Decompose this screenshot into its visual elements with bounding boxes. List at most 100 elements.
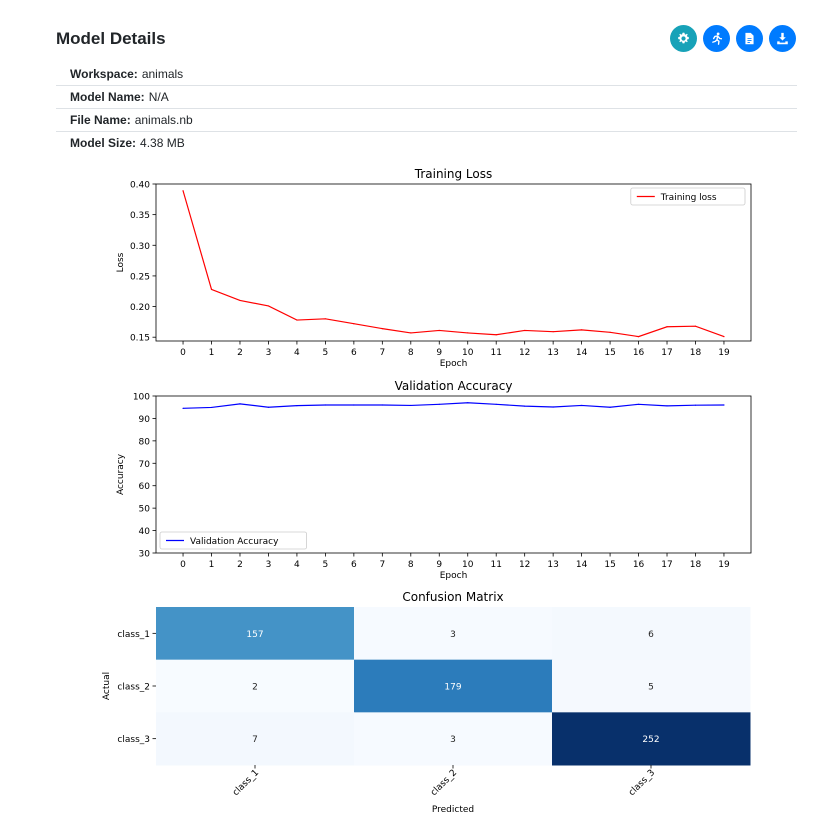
data-point xyxy=(637,335,640,338)
workspace-row: Workspace: animals xyxy=(56,63,797,86)
gear-icon xyxy=(678,32,689,44)
data-point xyxy=(353,323,355,325)
x-tick-label: 4 xyxy=(294,560,300,570)
heatmap-cell xyxy=(354,712,553,766)
x-tick-label: 15 xyxy=(604,348,615,358)
data-point xyxy=(694,325,697,327)
data-point xyxy=(410,404,412,407)
y-axis-label: Actual xyxy=(102,672,112,700)
model-name-label: Model Name: xyxy=(70,90,145,104)
row-label: class_2 xyxy=(117,683,150,693)
data-point xyxy=(666,326,668,328)
data-point xyxy=(210,288,213,291)
data-point xyxy=(267,305,270,307)
data-point xyxy=(524,405,526,407)
x-tick-label: 9 xyxy=(436,348,442,358)
heatmap-cell xyxy=(156,712,355,766)
data-point xyxy=(552,331,554,333)
document-icon xyxy=(745,32,754,45)
x-tick-label: 1 xyxy=(209,348,215,358)
data-point xyxy=(210,406,213,409)
y-tick-label: 0.30 xyxy=(130,242,150,252)
x-tick-label: 3 xyxy=(266,348,272,358)
data-point xyxy=(637,403,640,405)
data-point xyxy=(353,404,355,406)
y-tick-label: 90 xyxy=(139,415,151,425)
data-point xyxy=(239,403,241,405)
data-point xyxy=(524,329,526,332)
model-size-label: Model Size: xyxy=(70,136,137,150)
run-button[interactable] xyxy=(703,25,730,52)
settings-button[interactable] xyxy=(670,25,697,52)
x-tick-label: 14 xyxy=(576,348,588,358)
x-tick-label: 5 xyxy=(323,348,329,358)
cell-value: 6 xyxy=(648,630,654,640)
x-tick-label: 17 xyxy=(661,560,672,570)
column-label: class_1 xyxy=(231,768,261,798)
cell-value: 2 xyxy=(252,683,258,693)
data-point xyxy=(666,405,668,407)
running-icon xyxy=(712,32,723,45)
model-size-row: Model Size: 4.38 MB xyxy=(56,132,797,154)
y-axis-label: Loss xyxy=(116,252,126,272)
x-tick-label: 5 xyxy=(323,560,329,570)
data-point xyxy=(410,332,412,334)
workspace-value: animals xyxy=(141,67,184,81)
x-axis-label: Predicted xyxy=(432,805,474,815)
cell-value: 7 xyxy=(252,735,258,745)
data-point xyxy=(467,332,469,334)
data-point xyxy=(723,335,725,338)
x-tick-label: 19 xyxy=(718,348,730,358)
data-point xyxy=(694,404,697,406)
heatmap-cell xyxy=(552,659,751,713)
page-title: Model Details xyxy=(56,29,166,48)
x-tick-label: 11 xyxy=(490,560,501,570)
y-tick-label: 50 xyxy=(139,505,151,515)
model-info-list: Workspace: animals Model Name: N/A File … xyxy=(56,63,797,154)
download-button[interactable] xyxy=(769,25,796,52)
y-tick-label: 0.15 xyxy=(130,334,150,344)
y-tick-label: 80 xyxy=(139,437,151,447)
x-tick-label: 3 xyxy=(266,560,272,570)
legend-label: Validation Accuracy xyxy=(190,537,279,547)
x-tick-label: 10 xyxy=(462,348,474,358)
x-tick-label: 7 xyxy=(379,348,385,358)
report-button[interactable] xyxy=(736,25,763,52)
x-tick-label: 18 xyxy=(690,560,702,570)
series-line xyxy=(182,190,725,338)
y-tick-label: 30 xyxy=(139,550,151,560)
data-point xyxy=(182,407,184,409)
data-point xyxy=(381,404,383,406)
y-tick-label: 0.25 xyxy=(130,272,150,282)
x-tick-label: 9 xyxy=(436,560,442,570)
heatmap-cell xyxy=(354,659,553,713)
x-tick-label: 8 xyxy=(408,348,414,358)
data-point xyxy=(495,334,497,336)
data-point xyxy=(609,331,611,333)
x-tick-label: 2 xyxy=(237,348,243,358)
data-point xyxy=(552,406,554,408)
x-tick-label: 7 xyxy=(379,560,385,570)
x-tick-label: 13 xyxy=(547,560,558,570)
file-name-label: File Name: xyxy=(70,113,131,127)
workspace-label: Workspace: xyxy=(70,67,138,81)
model-name-row: Model Name: N/A xyxy=(56,86,797,109)
heatmap-cell xyxy=(552,712,751,766)
data-point xyxy=(296,405,298,407)
chart-title: Training Loss xyxy=(414,167,492,181)
data-point xyxy=(324,318,326,320)
file-name-row: File Name: animals.nb xyxy=(56,109,797,132)
model-name-value: N/A xyxy=(148,90,169,104)
heatmap-cell xyxy=(156,659,355,713)
x-tick-label: 1 xyxy=(209,560,215,570)
cell-value: 3 xyxy=(450,630,456,640)
x-tick-label: 6 xyxy=(351,560,357,570)
series-line xyxy=(183,402,724,409)
x-tick-label: 13 xyxy=(547,348,558,358)
chart-title: Validation Accuracy xyxy=(395,379,513,393)
data-point xyxy=(581,329,583,331)
y-tick-label: 100 xyxy=(133,393,150,403)
